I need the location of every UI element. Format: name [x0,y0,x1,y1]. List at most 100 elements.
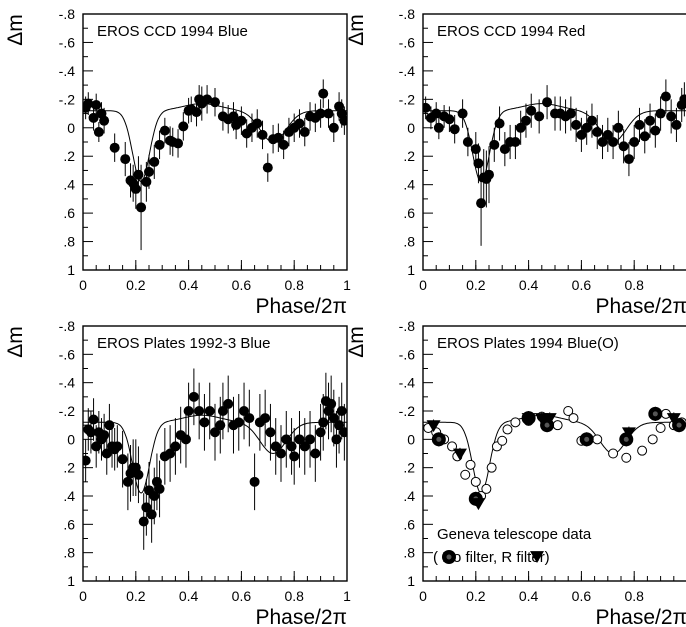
data-point [122,476,133,487]
data-point [655,108,666,119]
data-point [581,122,592,133]
x-tick-label: 0 [419,277,427,293]
data-point-open [592,434,603,445]
data-point [144,166,154,177]
data-point [526,105,537,116]
data-point [534,111,545,122]
data-point [433,122,444,133]
data-point [252,118,263,129]
data-point [99,115,110,126]
data-point [299,441,310,452]
x-tick-label: 0.2 [466,588,486,604]
data-point [462,137,473,147]
x-tick-label: 0 [419,588,427,604]
data-point [318,417,329,428]
data-point [323,108,334,119]
data-point [328,122,339,133]
data-point [215,420,226,431]
data-point [204,406,215,416]
plot-frame [82,13,348,271]
x-tick-label: 1 [343,277,351,293]
data-point [165,448,176,459]
x-axis-title: Phase/2π [595,606,686,627]
x-tick-label: 0 [79,588,87,604]
y-tick-label: -.6 [399,34,416,50]
data-point [639,131,650,142]
data-point [83,98,94,109]
y-tick-label: -.8 [59,6,76,22]
data-point [178,121,189,132]
data-point [154,483,165,494]
data-point-r-filter [521,413,536,426]
data-point [634,119,645,130]
y-axis-title-1: Δm [4,14,27,46]
x-tick-label: 0.6 [572,588,592,604]
data-point [93,127,104,138]
data-point [244,413,255,424]
data-point [260,413,271,424]
data-point [597,137,608,147]
data-point [666,111,677,122]
x-tick-label: 0.4 [519,588,539,604]
y-tick-label: .8 [403,545,415,561]
y-axis-title-3: Δm [4,326,27,358]
data-point [276,448,286,459]
y-tick-label: .6 [403,516,415,532]
data-point-no-filter-core [544,422,550,428]
data-point [542,97,553,108]
data-point-open [608,448,619,459]
x-axis-title: Phase/2π [255,295,347,318]
plot-area [423,79,686,246]
x-tick-label: 1 [343,588,351,604]
data-point [339,115,347,126]
data-point [520,115,531,126]
data-point [510,137,521,147]
y-tick-label: 1 [67,262,75,278]
data-point [183,406,194,416]
y-axis-title-4: Δm [345,326,368,358]
data-point-open [510,417,521,428]
data-point [133,169,144,180]
data-point [499,144,510,155]
data-point [149,156,160,167]
data-point-open [568,413,579,424]
y-tick-label: 0 [67,120,75,136]
data-point [623,154,634,165]
x-tick-label: 0.8 [284,588,304,604]
data-point [257,129,268,140]
panel-title: EROS CCD 1994 Red [437,23,585,40]
y-tick-label: -.8 [59,318,76,334]
data-point [146,509,157,520]
data-point [191,107,202,118]
plot-frame [422,13,686,271]
y-tick-label: 0 [407,120,415,136]
data-point [88,414,99,425]
data-point [188,391,199,402]
data-point [484,169,494,180]
data-point [608,137,619,147]
data-point [270,441,281,452]
x-tick-label: 0.6 [232,588,252,604]
data-point-no-filter-core [652,411,658,417]
data-point [154,139,165,150]
data-point-no-filter-core [623,436,629,442]
data-point [565,108,576,119]
panel-3: -.8-.6-.4-.20.2.4.6.810 0.2 0.4 0.6 0.8 1Phas… [59,318,351,627]
data-point [104,420,115,431]
x-tick-label: 0.2 [466,277,486,293]
y-tick-label: -.4 [59,63,76,79]
data-point [315,108,326,119]
data-point [470,144,481,155]
y-tick-label: -.6 [59,346,76,362]
y-tick-label: .6 [63,205,75,221]
panel-1: -.8-.6-.4-.20.2.4.6.810 0.2 0.4 0.6 0.8 1Phas… [59,6,351,318]
plot-area [423,406,686,511]
data-point [618,141,629,152]
y-tick-label: -.4 [399,375,416,391]
panel-title: EROS CCD 1994 Blue [97,23,248,40]
data-point-no-filter-core [676,422,682,428]
y-tick-label: -.8 [399,318,416,334]
data-point [109,142,120,153]
data-point-open [621,452,632,463]
data-point [613,122,624,133]
